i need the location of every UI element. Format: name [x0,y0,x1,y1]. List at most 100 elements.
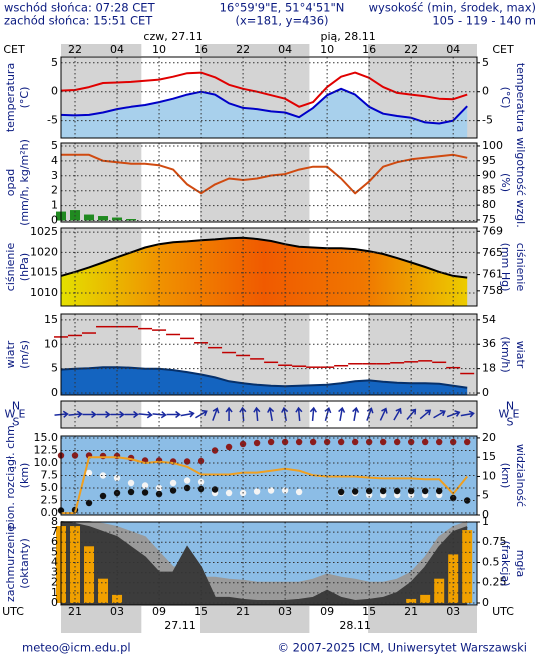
y2-tick-label: 100 [482,139,503,152]
cet-tick-label: 04 [446,43,460,56]
dot [407,438,415,446]
dot [253,439,261,447]
y-axis-label: pion. rozciągł. chm. [4,422,17,530]
dot [169,479,177,487]
dot [379,438,387,446]
cet-tick-label: 10 [320,43,334,56]
sunrise: wschód słońca: 07:28 CET [4,1,156,15]
y2-tick-label: 95 [482,154,496,167]
wind-arrow [253,406,261,422]
y-tick-label: 3 [51,566,58,579]
y-tick-label: -5 [47,114,58,127]
dot [281,487,289,494]
date-label: 27.11 [164,619,196,632]
dot [393,487,401,495]
copyright: © 2007-2025 ICM, Uniwersytet Warszawski [277,641,527,655]
y-tick-label: 1010 [30,286,58,299]
dot [309,438,317,446]
y2-tick-label: 761 [482,268,503,281]
y2-axis-label: (frakcja) [499,541,512,587]
dot [127,488,135,496]
dot [85,499,93,507]
dot [183,484,191,492]
utc-tick-label: 21 [68,605,82,618]
bar [98,216,109,221]
daylight-band [141,44,201,56]
y-tick-label: 0 [51,85,58,98]
y2-tick-label: 0.5 [482,555,500,568]
wind-arrow [267,406,275,422]
y2-tick-label: 0.75 [482,535,507,548]
y2-tick-label: 18 [482,362,496,375]
wind-arrow [338,406,346,422]
y-tick-label: 2 [51,576,58,589]
cet-tick-label: 10 [152,43,166,56]
y2-tick-label: 85 [482,183,496,196]
y2-tick-label: 75 [482,213,496,226]
cet-label: CET [492,43,514,56]
dot [183,458,191,465]
dot [449,494,457,502]
daylight [309,143,369,222]
y-tick-label: 4 [51,154,58,167]
dot [253,488,261,495]
dot [393,438,401,446]
y-axis-label: (m/s) [18,340,31,369]
dot [435,487,443,495]
y2-tick-label: 0 [482,85,489,98]
panel-frame [60,56,478,139]
y-tick-label: 5 [51,56,58,69]
dot [225,489,233,497]
y2-tick-label: 15 [482,450,496,463]
y-tick-label: 1020 [30,245,58,258]
y-tick-label: 2 [51,184,58,197]
y2-tick-label: 10 [482,469,496,482]
area-edge [60,366,468,389]
utc-tick-label: 21 [404,605,418,618]
bar [70,526,81,603]
wind-arrow [352,406,360,422]
wind-arrow [212,407,220,421]
dot [141,489,149,496]
y-axis-label: (mm/h, kg/m²h) [18,139,31,226]
bar [126,219,137,221]
dot [323,438,331,446]
y-tick-label: 3 [51,169,58,182]
area-edge [61,521,468,584]
y-tick-label: 0.0 [41,506,59,519]
y-tick-label: 15.0 [34,431,59,444]
area-edge [60,521,468,603]
dot [463,497,471,504]
y-axis-label: temperatura [4,63,17,132]
utc-tick-label: 21 [236,605,250,618]
compass-label: S [507,416,514,429]
y-axis-label: (oktanty) [18,538,31,589]
email: meteo@icm.edu.pl [22,641,131,655]
compass-label: N [506,400,514,413]
y-tick-label: 1025 [30,225,58,238]
y2-tick-label: 54 [482,313,496,326]
y-tick-label: 5.0 [41,481,59,494]
y2-tick-label: -5 [482,114,493,127]
dot [407,487,415,495]
y-axis-label: wiatr [4,340,17,368]
y2-tick-label: 769 [482,224,503,237]
panel-background [61,143,477,222]
cet-tick-label: 16 [362,43,376,56]
line-fill [61,88,468,138]
y2-tick-label: 5 [482,56,489,69]
dot [295,488,303,496]
y2-axis-label: (%) [499,173,512,192]
utc-tick-label: 03 [446,605,460,618]
y2-tick-label: 80 [482,198,496,211]
dot [449,438,457,446]
utc-tick-label: 15 [194,605,208,618]
y-tick-label: 2.5 [41,494,59,507]
utc-tick-label: 09 [152,605,166,618]
dot [197,478,205,486]
cet-tick-label: 16 [194,43,208,56]
dot [435,438,443,446]
dot [421,438,429,446]
dot [71,452,79,459]
y2-axis-label: (°C) [499,87,512,109]
